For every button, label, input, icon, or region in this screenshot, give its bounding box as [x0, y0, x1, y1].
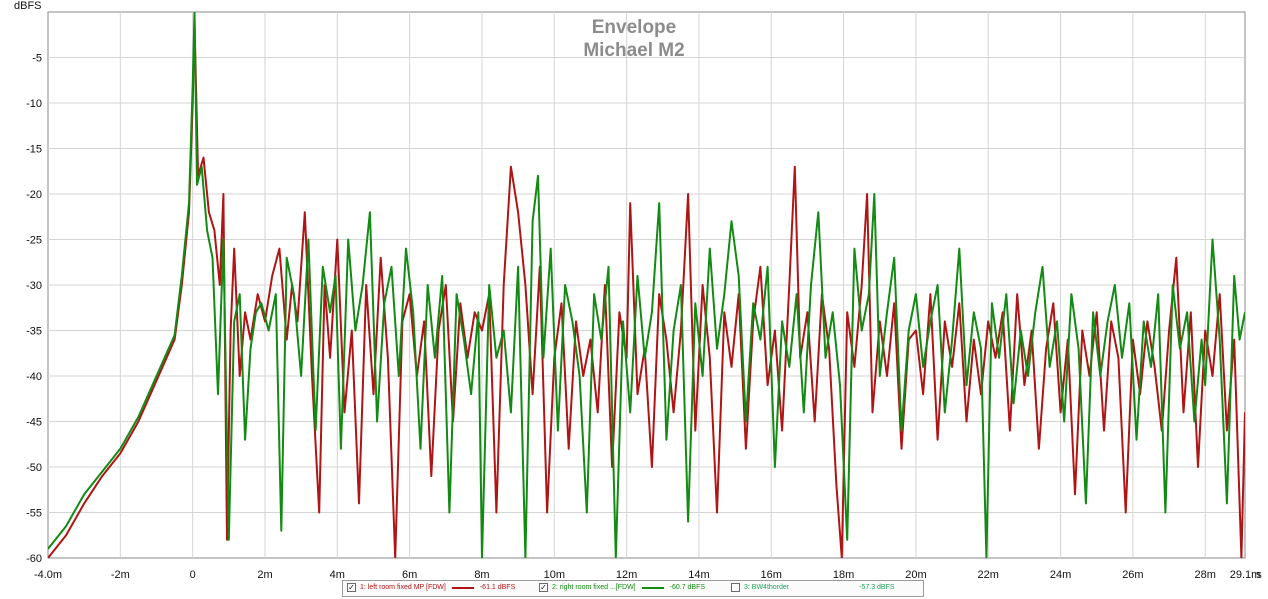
y-tick-label: -30: [26, 280, 42, 292]
x-tick-label: 18m: [833, 569, 854, 581]
y-tick-label: -35: [26, 326, 42, 338]
legend-label-series-1: 1: left room fixed MP [FDW]: [360, 584, 446, 591]
x-tick-label: 24m: [1050, 569, 1071, 581]
y-tick-label: -15: [26, 144, 42, 156]
legend-item-series-3[interactable]: 3: BW4thorder -57.3 dBFS: [731, 583, 895, 592]
y-axis-ticks: -5 -10 -15 -20 -25 -30 -35 -40 -45 -50 -55 -60: [26, 53, 42, 566]
x-tick-label: 26m: [1122, 569, 1143, 581]
y-tick-label: -45: [26, 417, 42, 429]
legend-swatch-series-1: [451, 586, 474, 589]
legend-box: ✓ 1: left room fixed MP [FDW] -61.1 dBFS…: [342, 580, 924, 597]
chart-title: Envelope: [592, 17, 676, 38]
y-tick-label: -10: [26, 98, 42, 110]
y-tick-label: -20: [26, 189, 42, 201]
legend-label-series-2: 2: right room fixed ...[FDW]: [552, 584, 636, 591]
legend-label-series-3: 3: BW4thorder: [744, 584, 790, 591]
x-tick-label: 2m: [257, 569, 272, 581]
legend-swatch-series-2: [641, 586, 664, 589]
series-line-2: [48, 12, 1245, 558]
y-tick-label: -50: [26, 462, 42, 474]
y-tick-label: -5: [32, 53, 42, 65]
x-tick-label: 4m: [330, 569, 345, 581]
x-tick-label: 16m: [761, 569, 782, 581]
legend-item-series-1[interactable]: ✓ 1: left room fixed MP [FDW] -61.1 dBFS: [347, 583, 515, 592]
y-tick-label: -40: [26, 371, 42, 383]
x-tick-label: 8m: [474, 569, 489, 581]
x-tick-label: 22m: [978, 569, 999, 581]
x-tick-label: -4.0m: [34, 569, 62, 581]
legend-value-series-2: -60.7 dBFS: [669, 584, 706, 591]
x-tick-label: 29.1m: [1230, 569, 1261, 581]
y-tick-label: -55: [26, 508, 42, 520]
x-tick-label: 6m: [402, 569, 417, 581]
legend-checkbox-series-1[interactable]: ✓: [347, 583, 356, 592]
y-tick-label: -25: [26, 235, 42, 247]
x-axis-unit: s: [1256, 569, 1262, 581]
x-tick-label: 20m: [905, 569, 926, 581]
grid-lines: [48, 12, 1245, 558]
series-layer: [48, 12, 1245, 558]
x-tick-label: 12m: [616, 569, 637, 581]
y-axis-label: dBFS: [14, 0, 42, 12]
x-tick-label: 28m: [1195, 569, 1216, 581]
legend-item-series-2[interactable]: ✓ 2: right room fixed ...[FDW] -60.7 dBF…: [539, 583, 705, 592]
chart-subtitle: Michael M2: [583, 40, 684, 61]
legend-checkbox-series-3[interactable]: [731, 583, 740, 592]
x-tick-label: 14m: [688, 569, 709, 581]
y-tick-label: -60: [26, 553, 42, 565]
x-tick-label: 10m: [544, 569, 565, 581]
x-axis-ticks: -4.0m -2m 0 2m 4m 6m 8m 10m 12m 14m 16m 18m 20m 22m 24…: [34, 569, 1260, 581]
x-tick-label: 0: [190, 569, 196, 581]
legend-value-series-3: -57.3 dBFS: [859, 584, 895, 591]
legend-checkbox-series-2[interactable]: ✓: [539, 583, 548, 592]
series-line-1: [48, 20, 1245, 558]
x-tick-label: -2m: [111, 569, 130, 581]
legend-value-series-1: -61.1 dBFS: [479, 584, 516, 591]
